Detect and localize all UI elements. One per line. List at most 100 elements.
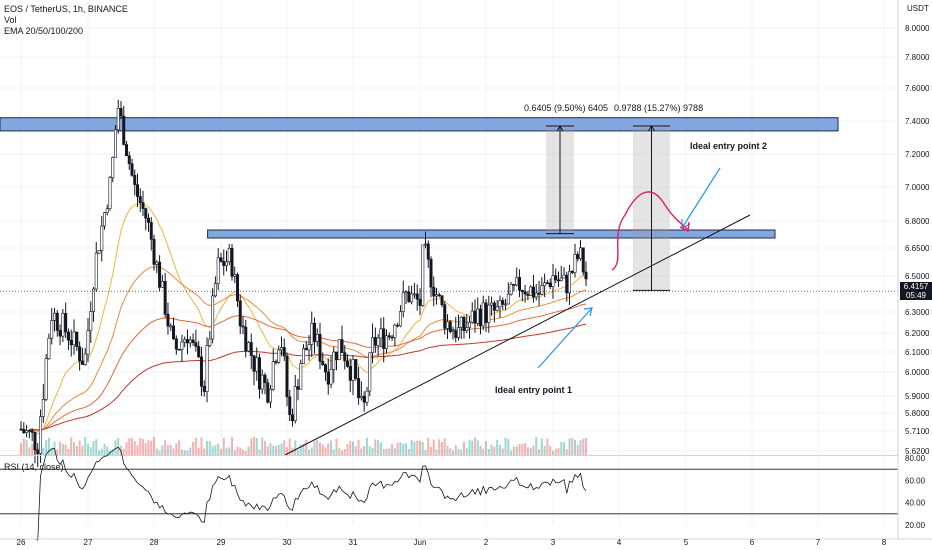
volume-bar: [64, 444, 67, 455]
candle-body: [443, 304, 447, 329]
candle-body: [236, 274, 240, 302]
candle-body: [548, 282, 552, 288]
volume-bar: [560, 442, 563, 455]
measure-label-1[interactable]: 0.6405 (9.50%) 6405: [524, 103, 609, 113]
volume-bar: [269, 443, 272, 455]
candle-body: [434, 294, 438, 297]
volume-bar: [374, 439, 377, 455]
candle-body: [501, 300, 505, 305]
candle-body: [437, 294, 441, 297]
volume-bar: [31, 443, 34, 455]
candle-body: [554, 275, 558, 281]
volume-bar: [438, 439, 441, 455]
rsi-legend[interactable]: RSI (14, close): [4, 462, 64, 472]
candle-body: [559, 277, 563, 281]
volume-bar: [485, 440, 487, 455]
candle-body: [180, 341, 184, 350]
volume-bar: [463, 441, 465, 455]
price-tick-label: 6.6500: [905, 244, 930, 253]
candle-body: [478, 308, 482, 327]
volume-bar: [89, 447, 92, 455]
candle-body: [36, 449, 40, 454]
candle-body: [487, 304, 491, 323]
time-tick-label: 27: [84, 538, 93, 547]
candle-body: [230, 248, 234, 277]
price-tick-label: 6.1000: [905, 348, 930, 357]
volume-bar: [42, 447, 45, 455]
volume-bar: [515, 446, 518, 455]
volume-bar: [354, 446, 357, 455]
ema-legend[interactable]: EMA 20/50/100/200: [4, 26, 84, 36]
candle-body: [58, 330, 62, 337]
volume-bar: [222, 437, 225, 455]
volume-bar: [299, 444, 302, 455]
volume-bar: [557, 448, 560, 455]
volume-bar: [117, 437, 120, 455]
volume-bar: [498, 444, 501, 455]
rsi-pane: [0, 446, 898, 541]
volume-bar: [319, 442, 321, 455]
volume-bar: [465, 448, 468, 455]
entry-label-2[interactable]: Ideal entry point 2: [690, 141, 768, 151]
projected-path-head: [679, 221, 690, 233]
candle-body: [509, 283, 513, 295]
candle-body: [307, 344, 311, 351]
candle-body: [573, 254, 577, 273]
volume-bar: [228, 447, 231, 455]
candle-body: [299, 363, 303, 390]
volume-bar: [446, 445, 449, 455]
candle-body: [531, 286, 535, 298]
volume-bar: [410, 439, 413, 455]
measure-label-2[interactable]: 0.9788 (15.27%) 9788: [614, 103, 704, 113]
candle-body: [410, 293, 414, 303]
price-tick-label: 5.7100: [905, 427, 930, 436]
candle-body: [158, 261, 162, 288]
candle-body: [440, 295, 444, 306]
candle-body: [321, 360, 325, 365]
candle-body: [301, 348, 305, 364]
candle-body: [80, 360, 84, 365]
volume-bar: [183, 450, 186, 455]
candle-body: [345, 360, 349, 367]
price-tick-label: 7.0000: [905, 183, 930, 192]
volume-bar: [250, 438, 253, 455]
volume-bar: [128, 438, 131, 455]
candle-body: [492, 302, 496, 311]
candle-body: [373, 337, 377, 346]
ema-100-line: [29, 303, 587, 431]
volume-bar: [208, 440, 211, 455]
entry-label-1[interactable]: Ideal entry point 1: [495, 385, 573, 395]
volume-bar: [421, 441, 424, 455]
currency-label[interactable]: USDT: [907, 4, 929, 13]
candle-body: [481, 302, 485, 327]
candle-body: [202, 385, 206, 392]
candle-body: [266, 382, 270, 403]
candle-body: [130, 163, 134, 176]
volume-bar: [501, 448, 504, 455]
candle-body: [379, 328, 383, 339]
time-tick-label: 29: [217, 538, 226, 547]
volume-bar: [405, 443, 408, 455]
candle-body: [160, 280, 164, 288]
candle-body: [55, 312, 59, 331]
volume-bar: [272, 445, 275, 455]
volume-bar: [194, 437, 197, 455]
last-price-tag: 6.4157 05:49: [900, 282, 932, 301]
volume-bar: [571, 437, 574, 455]
price-tick-label: 7.6000: [905, 84, 930, 93]
symbol-title[interactable]: EOS / TetherUS, 1h, BINANCE: [4, 4, 128, 14]
volume-legend[interactable]: Vol: [4, 15, 17, 25]
volume-bar: [407, 449, 410, 455]
volume-bar: [61, 443, 64, 455]
volume-bar: [346, 443, 349, 455]
volume-bar: [253, 436, 255, 455]
candle-body: [41, 399, 45, 417]
volume-bar: [521, 443, 524, 455]
candle-body: [390, 336, 394, 339]
volume-bar: [180, 449, 183, 455]
volume-bar: [131, 438, 133, 455]
volume-bar: [189, 447, 192, 455]
volume-bar: [324, 447, 327, 455]
candle-body: [277, 349, 281, 363]
